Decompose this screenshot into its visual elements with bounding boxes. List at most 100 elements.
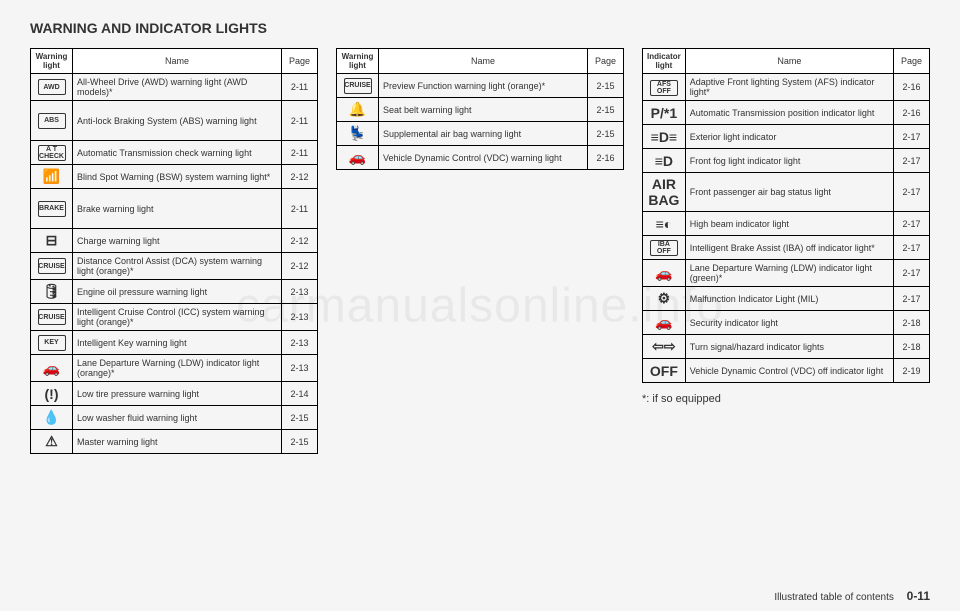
warning-name: Intelligent Brake Assist (IBA) off indic…	[685, 236, 893, 260]
page-ref: 2-16	[894, 101, 930, 125]
col-header: Page	[282, 49, 318, 74]
warning-name: Brake warning light	[73, 189, 282, 229]
warning-name: Low tire pressure warning light	[73, 382, 282, 406]
table-row: 🚗Vehicle Dynamic Control (VDC) warning l…	[337, 146, 624, 170]
warning-icon: CRUISE	[337, 74, 379, 98]
page-ref: 2-15	[282, 430, 318, 454]
table-row: IBA OFFIntelligent Brake Assist (IBA) of…	[643, 236, 930, 260]
page-ref: 2-19	[894, 359, 930, 383]
table-row: 🚗Lane Departure Warning (LDW) indicator …	[643, 260, 930, 287]
warning-name: Distance Control Assist (DCA) system war…	[73, 253, 282, 280]
table-row: ≡◐High beam indicator light2-17	[643, 212, 930, 236]
table-row: CRUISEDistance Control Assist (DCA) syst…	[31, 253, 318, 280]
table-row: ABSAnti-lock Braking System (ABS) warnin…	[31, 101, 318, 141]
warning-icon: ⇦⇨	[643, 335, 686, 359]
table-row: KEYIntelligent Key warning light2-13	[31, 331, 318, 355]
page-ref: 2-13	[282, 280, 318, 304]
col-header: Page	[588, 49, 624, 74]
col-header: Warning light	[31, 49, 73, 74]
warning-icon: ≡◐	[643, 212, 686, 236]
page-ref: 2-15	[588, 122, 624, 146]
page-ref: 2-17	[894, 149, 930, 173]
warning-name: Low washer fluid warning light	[73, 406, 282, 430]
page-ref: 2-18	[894, 335, 930, 359]
page-ref: 2-11	[282, 141, 318, 165]
warning-name: All-Wheel Drive (AWD) warning light (AWD…	[73, 74, 282, 101]
page-ref: 2-17	[894, 125, 930, 149]
table-row: ⚙Malfunction Indicator Light (MIL)2-17	[643, 287, 930, 311]
page-ref: 2-15	[588, 74, 624, 98]
warning-icon: 🚗	[31, 355, 73, 382]
indicator-table: Indicator light Name Page AFS OFFAdaptiv…	[642, 48, 930, 383]
page-ref: 2-17	[894, 173, 930, 212]
table-row: 🛢Engine oil pressure warning light2-13	[31, 280, 318, 304]
warning-icon: 💺	[337, 122, 379, 146]
footer-text: Illustrated table of contents	[774, 592, 894, 603]
footnote: *: if so equipped	[642, 393, 930, 405]
warning-name: Vehicle Dynamic Control (VDC) warning li…	[379, 146, 588, 170]
warning-icon: A T CHECK	[31, 141, 73, 165]
page-title: WARNING AND INDICATOR LIGHTS	[30, 20, 930, 36]
column-3: Indicator light Name Page AFS OFFAdaptiv…	[642, 48, 930, 454]
page-ref: 2-16	[894, 74, 930, 101]
table-row: 🚗Lane Departure Warning (LDW) indicator …	[31, 355, 318, 382]
warning-name: Master warning light	[73, 430, 282, 454]
warning-name: Front fog light indicator light	[685, 149, 893, 173]
table-row: A T CHECKAutomatic Transmission check wa…	[31, 141, 318, 165]
warning-icon: 🚗	[643, 260, 686, 287]
warning-name: Vehicle Dynamic Control (VDC) off indica…	[685, 359, 893, 383]
warning-icon: CRUISE	[31, 253, 73, 280]
warning-name: Intelligent Key warning light	[73, 331, 282, 355]
warning-name: Exterior light indicator	[685, 125, 893, 149]
page-ref: 2-11	[282, 74, 318, 101]
warning-icon: AFS OFF	[643, 74, 686, 101]
warning-icon: 📶	[31, 165, 73, 189]
warning-icon: ABS	[31, 101, 73, 141]
warning-icon: IBA OFF	[643, 236, 686, 260]
warning-icon: (!)	[31, 382, 73, 406]
page-ref: 2-15	[588, 98, 624, 122]
column-1: Warning light Name Page AWDAll-Wheel Dri…	[30, 48, 318, 454]
warning-icon: CRUISE	[31, 304, 73, 331]
page-ref: 2-13	[282, 304, 318, 331]
col-header: Warning light	[337, 49, 379, 74]
page-ref: 2-12	[282, 229, 318, 253]
table-row: P/*1Automatic Transmission position indi…	[643, 101, 930, 125]
warning-icon: 💧	[31, 406, 73, 430]
table-row: AWDAll-Wheel Drive (AWD) warning light (…	[31, 74, 318, 101]
page-ref: 2-16	[588, 146, 624, 170]
warning-icon: 🛢	[31, 280, 73, 304]
warning-icon: 🔔	[337, 98, 379, 122]
warning-name: Front passenger air bag status light	[685, 173, 893, 212]
warning-name: Intelligent Cruise Control (ICC) system …	[73, 304, 282, 331]
warning-name: Security indicator light	[685, 311, 893, 335]
warning-name: Adaptive Front lighting System (AFS) ind…	[685, 74, 893, 101]
warning-name: Automatic Transmission check warning lig…	[73, 141, 282, 165]
table-row: ⇦⇨Turn signal/hazard indicator lights2-1…	[643, 335, 930, 359]
table-row: 💺Supplemental air bag warning light2-15	[337, 122, 624, 146]
page-ref: 2-17	[894, 212, 930, 236]
page-ref: 2-12	[282, 253, 318, 280]
page-ref: 2-13	[282, 355, 318, 382]
table-row: ≡DFront fog light indicator light2-17	[643, 149, 930, 173]
page-ref: 2-15	[282, 406, 318, 430]
footer-page: 0-11	[907, 589, 930, 603]
warning-name: Preview Function warning light (orange)*	[379, 74, 588, 98]
col-header: Name	[685, 49, 893, 74]
warning-name: Seat belt warning light	[379, 98, 588, 122]
col-header: Page	[894, 49, 930, 74]
warning-name: Lane Departure Warning (LDW) indicator l…	[73, 355, 282, 382]
warning-name: High beam indicator light	[685, 212, 893, 236]
table-row: AIR BAGFront passenger air bag status li…	[643, 173, 930, 212]
warning-icon: ≡D	[643, 149, 686, 173]
warning-icon: ≡D≡	[643, 125, 686, 149]
col-header: Name	[73, 49, 282, 74]
warning-name: Lane Departure Warning (LDW) indicator l…	[685, 260, 893, 287]
page-ref: 2-13	[282, 331, 318, 355]
table-row: ≡D≡Exterior light indicator2-17	[643, 125, 930, 149]
warning-name: Blind Spot Warning (BSW) system warning …	[73, 165, 282, 189]
page-ref: 2-17	[894, 236, 930, 260]
warning-icon: OFF	[643, 359, 686, 383]
page-ref: 2-11	[282, 189, 318, 229]
table-row: 💧Low washer fluid warning light2-15	[31, 406, 318, 430]
